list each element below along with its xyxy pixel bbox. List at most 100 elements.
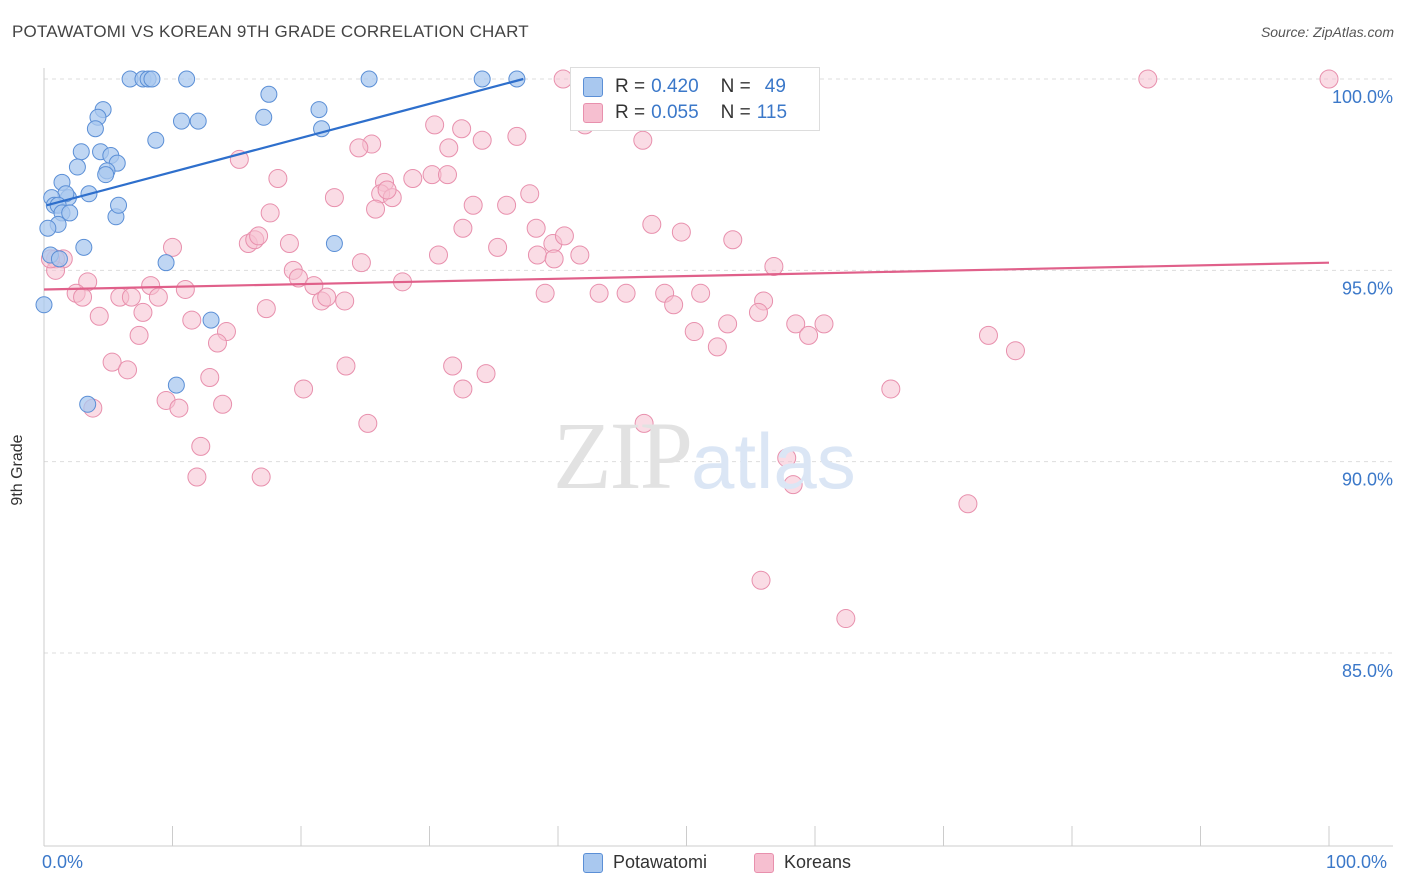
koreans-point-93 <box>476 364 496 384</box>
koreans-point-81 <box>684 322 704 342</box>
koreans-point-109 <box>958 494 978 514</box>
koreans-point-94 <box>200 367 220 387</box>
koreans-point-76 <box>182 310 202 330</box>
watermark-zip: ZIP <box>553 402 693 509</box>
potawatomi-point-4 <box>178 70 196 88</box>
koreans-point-110 <box>751 570 771 590</box>
koreans-point-79 <box>814 314 834 334</box>
koreans-point-65 <box>335 291 355 311</box>
koreans-point-42 <box>428 245 448 265</box>
koreans-point-15 <box>268 168 288 188</box>
koreans-point-61 <box>121 287 141 307</box>
potawatomi-r-value: 0.420 <box>651 76 699 97</box>
koreans-point-83 <box>129 325 149 345</box>
legend-row-koreans: R = 0.055 N = 115 <box>583 101 787 125</box>
koreans-point-5 <box>425 115 445 135</box>
koreans-point-24 <box>520 184 540 204</box>
koreans-point-100 <box>169 398 189 418</box>
koreans-point-80 <box>786 314 806 334</box>
potawatomi-point-16 <box>86 120 104 138</box>
koreans-point-86 <box>978 325 998 345</box>
koreans-point-97 <box>881 379 901 399</box>
potawatomi-point-8 <box>260 85 278 103</box>
koreans-point-11 <box>633 130 653 150</box>
legend-item-koreans[interactable]: Koreans <box>754 852 851 873</box>
koreans-point-59 <box>73 287 93 307</box>
koreans-point-9 <box>507 126 527 146</box>
potawatomi-trend-line <box>46 77 524 207</box>
koreans-point-6 <box>439 138 459 158</box>
koreans-point-13 <box>349 138 369 158</box>
koreans-point-46 <box>544 249 564 269</box>
koreans-point-25 <box>366 199 386 219</box>
series-legend: Potawatomi Koreans <box>0 852 1406 878</box>
y-tick-labels: 100.0% 95.0% 90.0% 85.0% <box>1332 87 1393 681</box>
koreans-point-4 <box>1319 69 1339 89</box>
koreans-point-37 <box>279 234 299 254</box>
potawatomi-point-38 <box>75 238 93 256</box>
koreans-point-27 <box>463 195 483 215</box>
potawatomi-point-5 <box>360 70 378 88</box>
koreans-point-99 <box>213 394 233 414</box>
koreans-point-40 <box>554 226 574 246</box>
stats-legend: R = 0.420 N = 49 R = 0.055 N = 115 <box>570 67 820 131</box>
chart-title: POTAWATOMI VS KOREAN 9TH GRADE CORRELATI… <box>12 22 529 41</box>
koreans-point-16 <box>403 168 423 188</box>
koreans-point-45 <box>351 253 371 273</box>
koreans-point-36 <box>249 226 269 246</box>
koreans-point-3 <box>1138 69 1158 89</box>
koreans-point-108 <box>783 475 803 495</box>
koreans-point-47 <box>764 257 784 277</box>
y-tick-label-1: 95.0% <box>1342 278 1393 298</box>
koreans-point-29 <box>453 218 473 238</box>
watermark: ZIPatlas <box>553 400 856 511</box>
koreans-point-71 <box>664 295 684 315</box>
potawatomi-point-41 <box>157 254 175 272</box>
koreans-point-111 <box>836 609 856 629</box>
r-label: R = <box>615 102 646 123</box>
koreans-point-88 <box>707 337 727 357</box>
koreans-point-77 <box>748 302 768 322</box>
koreans-point-66 <box>535 283 555 303</box>
koreans-point-74 <box>133 302 153 322</box>
potawatomi-point-3 <box>143 70 161 88</box>
koreans-point-50 <box>304 276 324 296</box>
potawatomi-point-14 <box>310 101 328 119</box>
legend-item-potawatomi[interactable]: Potawatomi <box>583 852 707 873</box>
y-tick-label-2: 90.0% <box>1342 470 1393 490</box>
koreans-point-26 <box>497 195 517 215</box>
koreans-point-87 <box>1005 341 1025 361</box>
potawatomi-legend-label: Potawatomi <box>613 852 708 872</box>
koreans-point-75 <box>89 306 109 326</box>
y-tick-label-3: 85.0% <box>1342 661 1393 681</box>
koreans-point-84 <box>207 333 227 353</box>
koreans-point-43 <box>527 245 547 265</box>
koreans-points <box>40 69 1339 629</box>
koreans-point-68 <box>616 283 636 303</box>
potawatomi-n-value: 49 <box>764 76 786 97</box>
n-label: N = <box>720 102 751 123</box>
potawatomi-legend-swatch <box>583 852 603 873</box>
potawatomi-point-37 <box>110 196 128 214</box>
potawatomi-point-13 <box>255 108 273 126</box>
potawatomi-point-35 <box>39 219 57 237</box>
koreans-point-85 <box>799 325 819 345</box>
potawatomi-point-44 <box>167 376 185 394</box>
koreans-point-23 <box>324 188 344 208</box>
koreans-swatch <box>583 103 603 123</box>
koreans-trend-line <box>43 261 1330 291</box>
koreans-point-33 <box>723 230 743 250</box>
potawatomi-point-45 <box>79 395 97 413</box>
koreans-point-91 <box>336 356 356 376</box>
koreans-point-18 <box>437 165 457 185</box>
koreans-point-104 <box>191 436 211 456</box>
koreans-legend-label: Koreans <box>784 852 852 872</box>
koreans-point-22 <box>377 180 397 200</box>
potawatomi-point-7 <box>508 70 526 88</box>
potawatomi-point-6 <box>473 70 491 88</box>
koreans-point-7 <box>452 119 472 139</box>
koreans-point-106 <box>187 467 207 487</box>
potawatomi-point-24 <box>97 166 115 184</box>
y-tick-label-0: 100.0% <box>1332 87 1393 107</box>
